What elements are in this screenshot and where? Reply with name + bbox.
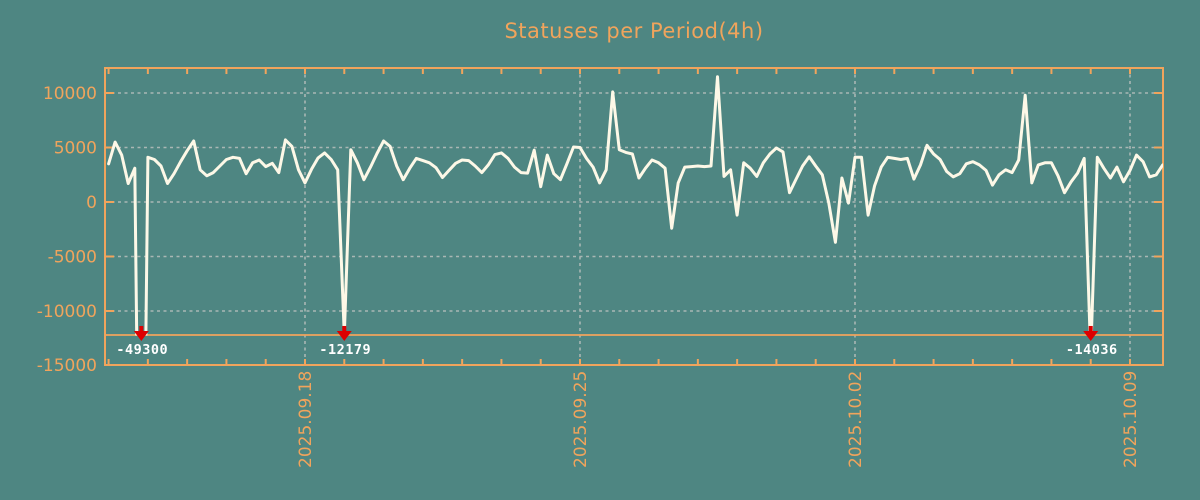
- offscale-arrow-stem: [1088, 325, 1093, 332]
- y-tick-label: -5000: [48, 248, 97, 268]
- y-tick-label: -15000: [37, 356, 97, 376]
- y-tick-label: 0: [86, 193, 97, 213]
- x-tick-label: 2025.09.18: [296, 371, 316, 468]
- series-line: [107, 75, 1163, 336]
- offscale-arrow-icon: [336, 330, 352, 341]
- plot-frame: [104, 67, 1164, 366]
- offscale-arrow-stem: [139, 325, 144, 332]
- x-tick-label: 2025.10.09: [1121, 371, 1141, 468]
- y-tick-label: -10000: [37, 302, 97, 322]
- offscale-value-label: -12179: [319, 342, 371, 358]
- offscale-arrow-icon: [1083, 330, 1099, 341]
- chart-plot-area: -15000 -10000 -5000 0 5000 10000 2025.09.18 202…: [37, 67, 1164, 468]
- y-tick-label: 5000: [54, 139, 97, 159]
- offscale-value-label: -14036: [1066, 342, 1118, 358]
- chart-title: Statuses per Period(4h): [504, 19, 763, 43]
- offscale-arrow-icon: [133, 330, 149, 341]
- x-tick-label: 2025.09.25: [571, 371, 591, 468]
- x-tick-label: 2025.10.02: [846, 371, 866, 468]
- offscale-arrow-stem: [342, 325, 347, 332]
- y-tick-label: 10000: [43, 84, 97, 104]
- offscale-value-label: -49300: [116, 342, 168, 358]
